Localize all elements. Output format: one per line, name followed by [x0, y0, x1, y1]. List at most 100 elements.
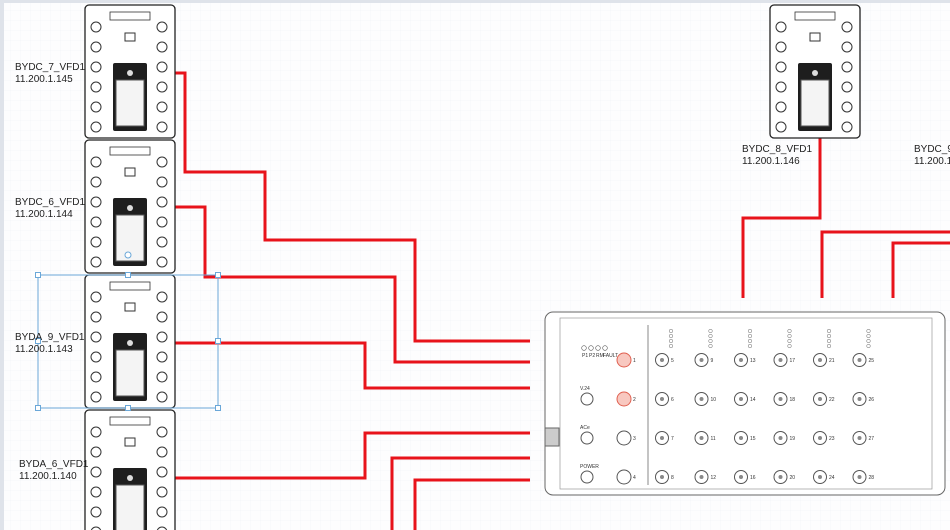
terminal	[90, 21, 102, 33]
vfd-device[interactable]	[84, 409, 176, 530]
port-number: 6	[671, 397, 674, 403]
terminal	[90, 121, 102, 133]
port-pin	[818, 475, 822, 479]
connector	[124, 32, 136, 42]
selection-handle	[215, 272, 221, 278]
port-led	[866, 333, 871, 339]
terminal	[90, 466, 102, 478]
device-name: BYDC_7_VFD1	[15, 62, 85, 73]
terminal	[156, 446, 168, 458]
terminal	[775, 21, 787, 33]
wire	[413, 478, 530, 530]
port-led	[826, 328, 832, 334]
terminal	[775, 41, 787, 53]
terminal	[90, 196, 102, 208]
port-number: 3	[633, 436, 636, 442]
terminal	[156, 391, 168, 403]
terminal	[841, 61, 853, 73]
terminal	[90, 526, 102, 530]
port-pin	[778, 436, 783, 440]
selection-handle	[35, 338, 41, 344]
port-pin	[857, 436, 862, 440]
header	[794, 11, 836, 21]
port-led	[668, 328, 674, 334]
port-pin	[699, 358, 704, 362]
side-label: POWER	[580, 464, 599, 470]
port-led	[787, 328, 792, 334]
port-number: 28	[869, 475, 875, 481]
terminal	[156, 331, 168, 343]
port-led	[787, 338, 792, 344]
port-number: 7	[671, 436, 674, 442]
terminal	[156, 311, 168, 323]
device-name: BYDC_8_VFD1	[742, 144, 812, 155]
terminal	[156, 291, 168, 303]
wire	[175, 205, 530, 364]
port-led	[787, 333, 792, 339]
switch-panel	[559, 317, 933, 490]
port-led	[787, 343, 792, 349]
status-led	[588, 345, 594, 351]
terminal	[156, 121, 168, 133]
port-number: 9	[711, 358, 714, 364]
terminal	[775, 121, 787, 133]
wire	[741, 138, 822, 298]
device-ip: 11.200.1.143	[15, 344, 73, 355]
port-led	[866, 338, 871, 344]
terminal	[90, 61, 102, 73]
terminal	[156, 176, 168, 188]
terminal	[156, 506, 168, 518]
terminal	[156, 426, 168, 438]
port-number: 19	[790, 436, 796, 442]
vfd-device[interactable]	[84, 4, 176, 139]
port-number: 14	[750, 397, 756, 403]
device-name: BYDC_9_	[914, 144, 950, 155]
port-led	[747, 343, 753, 349]
side-label: ACe	[580, 425, 590, 431]
terminal	[90, 176, 102, 188]
terminal	[90, 256, 102, 268]
port-pin	[857, 358, 862, 362]
status-label: P1	[582, 353, 588, 359]
terminal	[841, 41, 853, 53]
port-led	[708, 333, 713, 339]
port-pin	[778, 475, 783, 479]
terminal	[841, 21, 853, 33]
port-pin	[699, 475, 704, 479]
selection-handle	[215, 405, 221, 411]
device-ip: 11.200.1.146	[742, 156, 800, 167]
port-pin	[699, 397, 704, 401]
status-led	[581, 345, 587, 351]
port-number: 12	[711, 475, 717, 481]
terminal	[841, 101, 853, 113]
vfd-device[interactable]	[84, 274, 176, 409]
port-number: 15	[750, 436, 756, 442]
wire	[390, 456, 530, 530]
port-number: 18	[790, 397, 796, 403]
terminal	[156, 41, 168, 53]
status-label: P2	[589, 353, 595, 359]
header	[109, 281, 151, 291]
rotate-handle	[124, 251, 132, 259]
wires	[175, 71, 950, 530]
network-switch[interactable]: P1 P2 RM FAULTV.24ACePOWER12345678910111213…	[544, 311, 946, 496]
port-number: 2	[633, 397, 636, 403]
vfd-device[interactable]	[769, 4, 861, 139]
ruler-left	[0, 0, 4, 530]
port-led	[866, 343, 871, 349]
terminal	[841, 121, 853, 133]
module-led	[812, 70, 818, 76]
port-number: 22	[829, 397, 835, 403]
terminal	[90, 391, 102, 403]
module-led	[127, 205, 133, 211]
terminal	[90, 446, 102, 458]
device-name: BYDA_9_VFD1	[15, 332, 85, 343]
terminal	[156, 196, 168, 208]
port-pin	[660, 436, 664, 440]
port-pin	[818, 397, 822, 401]
terminal	[90, 506, 102, 518]
device-ip: 11.200.1.140	[19, 471, 77, 482]
port-led	[826, 343, 832, 349]
device-ip: 11.200.1.144	[15, 209, 73, 220]
